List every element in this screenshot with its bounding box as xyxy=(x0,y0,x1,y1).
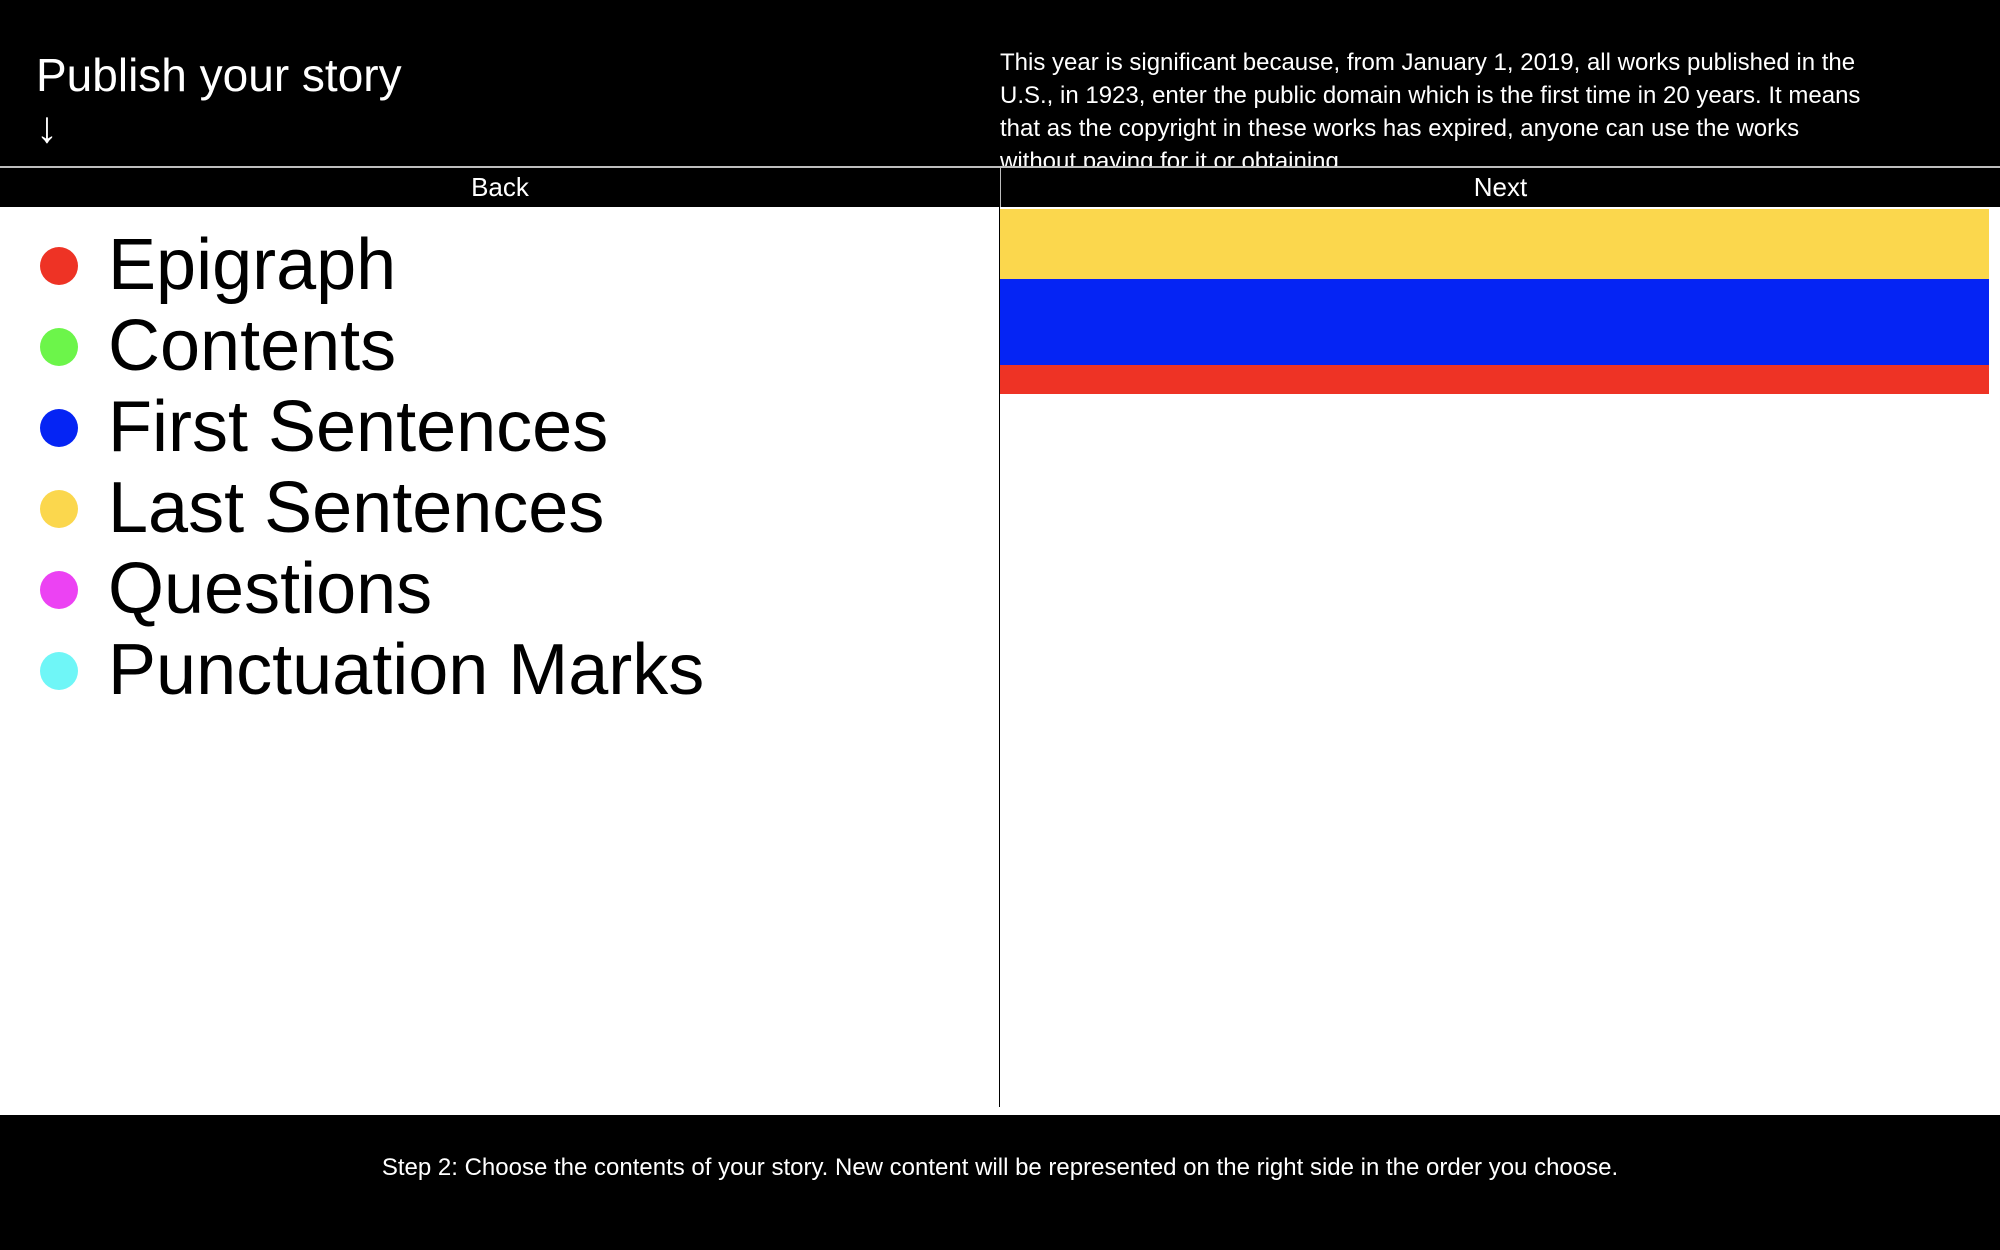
header: Publish your story ↓ This year is signif… xyxy=(0,0,2000,166)
option-epigraph[interactable]: Epigraph xyxy=(40,225,704,306)
content-options-panel: Epigraph Contents First Sentences Last S… xyxy=(0,207,1000,1107)
story-preview-panel xyxy=(1000,207,2000,1107)
green-dot-icon xyxy=(40,327,78,366)
option-label: Last Sentences xyxy=(108,468,605,548)
option-punctuation-marks[interactable]: Punctuation Marks xyxy=(40,630,704,711)
red-dot-icon xyxy=(40,246,78,285)
cyan-dot-icon xyxy=(40,651,78,690)
option-label: Epigraph xyxy=(108,225,397,305)
option-label: Punctuation Marks xyxy=(108,630,705,710)
option-first-sentences[interactable]: First Sentences xyxy=(40,387,704,468)
content-options-list: Epigraph Contents First Sentences Last S… xyxy=(40,225,704,711)
option-label: First Sentences xyxy=(108,387,609,467)
option-label: Contents xyxy=(108,306,397,386)
preview-bar-epigraph[interactable] xyxy=(1000,365,1989,394)
blue-dot-icon xyxy=(40,408,78,447)
step-instruction: Step 2: Choose the contents of your stor… xyxy=(381,1154,1619,1181)
page-title: Publish your story xyxy=(36,49,402,101)
preview-bar-last-sentences[interactable] xyxy=(1000,209,1989,279)
footer: Step 2: Choose the contents of your stor… xyxy=(0,1115,2000,1250)
magenta-dot-icon xyxy=(40,570,78,609)
next-button[interactable]: Next xyxy=(1000,168,2000,207)
option-contents[interactable]: Contents xyxy=(40,306,704,387)
navigation-bar: Back Next xyxy=(0,166,2000,207)
option-label: Questions xyxy=(108,549,433,629)
option-questions[interactable]: Questions xyxy=(40,549,704,630)
arrow-down-icon: ↓ xyxy=(36,103,58,152)
back-button[interactable]: Back xyxy=(471,172,529,202)
option-last-sentences[interactable]: Last Sentences xyxy=(40,468,704,549)
intro-text[interactable]: This year is significant because, from J… xyxy=(1000,49,1861,166)
yellow-dot-icon xyxy=(40,489,78,528)
preview-bar-first-sentences[interactable] xyxy=(1000,279,1989,365)
